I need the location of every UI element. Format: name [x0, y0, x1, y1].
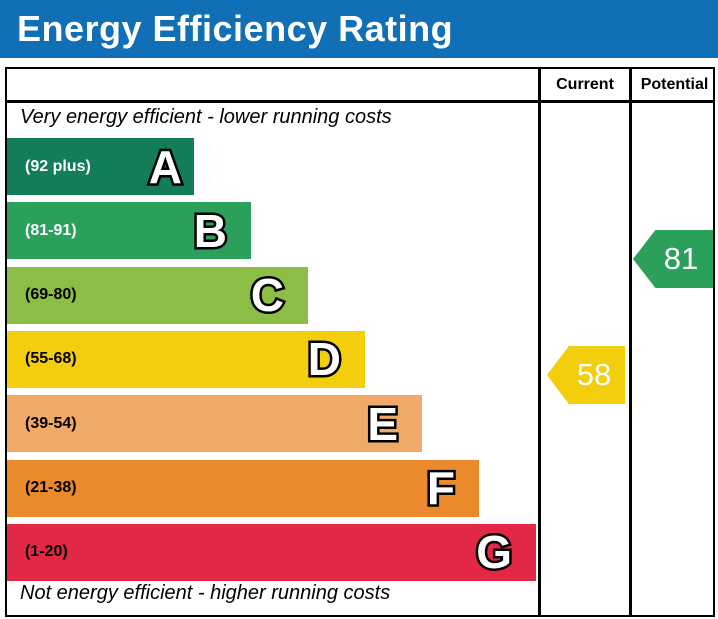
header-divider-line [7, 100, 713, 103]
title-banner: Energy Efficiency Rating [0, 0, 718, 58]
page-title: Energy Efficiency Rating [17, 8, 454, 49]
bottom-note: Not energy efficient - higher running co… [20, 582, 391, 604]
band-range-label: (92 plus) [25, 157, 91, 175]
band-letter: A [146, 138, 184, 195]
band-e: (39-54) E [7, 395, 422, 453]
current-rating-value: 58 [576, 357, 612, 392]
band-range-label: (69-80) [25, 286, 77, 304]
band-range-label: (39-54) [25, 414, 77, 432]
energy-rating-chart: Current Potential Very energy efficient … [5, 67, 715, 617]
band-b: (81-91) B [7, 202, 251, 260]
potential-column-divider [629, 69, 632, 615]
band-letter: C [248, 267, 286, 324]
top-note: Very energy efficient - lower running co… [20, 106, 392, 128]
potential-rating-arrow: 81 [633, 230, 713, 288]
band-letter: E [365, 395, 401, 452]
band-d: (55-68) D [7, 330, 365, 388]
band-range-label: (21-38) [25, 479, 77, 496]
current-rating-arrow: 58 [547, 346, 625, 404]
band-letter: D [305, 331, 343, 388]
current-column-header: Current [556, 75, 614, 93]
potential-rating-value: 81 [663, 241, 699, 276]
band-letter: B [191, 202, 229, 259]
band-a: (92 plus) A [7, 138, 194, 195]
band-c: (69-80) C [7, 266, 308, 324]
band-range-label: (55-68) [25, 350, 77, 368]
band-range-label: (1-20) [25, 543, 68, 561]
potential-column-header: Potential [640, 75, 709, 93]
band-range-label: (81-91) [25, 221, 77, 239]
current-column-divider [538, 69, 541, 615]
band-letter: F [424, 460, 457, 517]
band-f: (21-38) F [7, 459, 479, 517]
band-g: (1-20) G [7, 523, 536, 581]
band-letter: G [474, 524, 515, 581]
